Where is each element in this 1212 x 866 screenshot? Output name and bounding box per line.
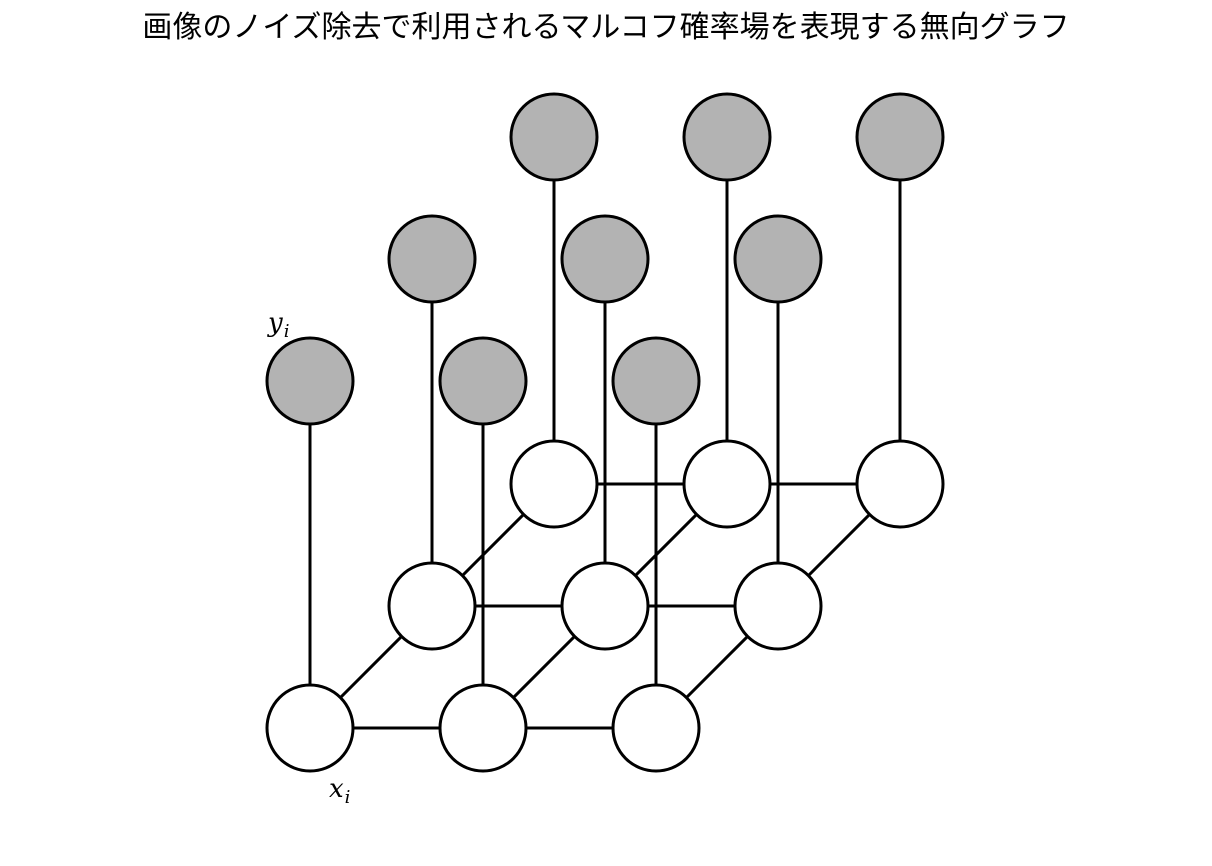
latent-node	[855, 439, 945, 529]
latent-node	[509, 439, 599, 529]
observed-node	[387, 214, 477, 304]
observed-variable-subscript: i	[284, 321, 290, 342]
latent-node	[733, 561, 823, 651]
observed-node	[733, 214, 823, 304]
observed-node	[855, 92, 945, 182]
observed-node	[265, 336, 355, 426]
latent-node	[560, 561, 650, 651]
node-layer	[265, 92, 945, 773]
observed-node	[509, 92, 599, 182]
latent-variable-subscript: i	[345, 787, 351, 808]
observed-node	[438, 336, 528, 426]
observed-variable-label: yi	[267, 308, 289, 342]
latent-node	[265, 683, 355, 773]
observed-node	[682, 92, 772, 182]
latent-node	[611, 683, 701, 773]
latent-node	[438, 683, 528, 773]
latent-node	[682, 439, 772, 529]
diagram-title: 画像のノイズ除去で利用されるマルコフ確率場を表現する無向グラフ	[142, 10, 1070, 45]
latent-variable-symbol: x	[329, 774, 344, 804]
observed-variable-symbol: y	[267, 308, 283, 338]
latent-node	[387, 561, 477, 651]
label-layer: yi xi	[267, 308, 350, 808]
observed-node	[560, 214, 650, 304]
latent-variable-label: xi	[329, 774, 350, 808]
observed-node	[611, 336, 701, 426]
